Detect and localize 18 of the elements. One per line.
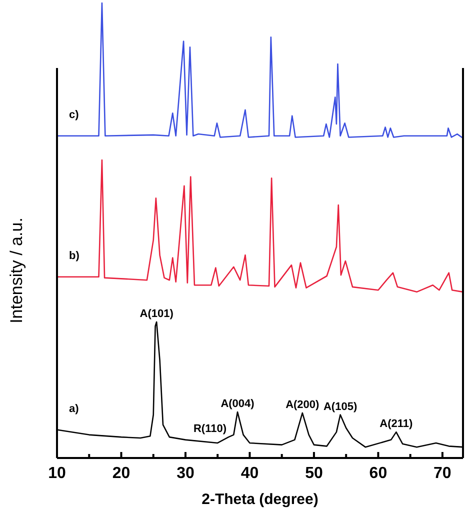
x-tick-label: 30 <box>176 465 194 482</box>
y-axis-title: Intensity / a.u. <box>7 218 26 324</box>
x-tick-label: 60 <box>369 465 388 482</box>
x-tick-label: 40 <box>240 465 259 482</box>
x-tick-label: 70 <box>434 465 452 482</box>
annotation: A(211) <box>380 418 414 430</box>
series-label: c) <box>69 108 80 121</box>
annotation: A(101) <box>140 308 174 320</box>
series-label: b) <box>69 250 80 262</box>
annotation: R(110) <box>193 423 227 436</box>
x-tick-label: 10 <box>48 465 66 482</box>
annotation: A(004) <box>220 398 255 410</box>
x-tick-label: 20 <box>112 465 130 482</box>
series-label: a) <box>69 402 80 415</box>
x-axis-title: 2-Theta (degree) <box>202 491 318 508</box>
annotation: A(200) <box>286 398 320 411</box>
x-tick-label: 50 <box>305 465 323 482</box>
annotation: A(105) <box>323 400 358 413</box>
